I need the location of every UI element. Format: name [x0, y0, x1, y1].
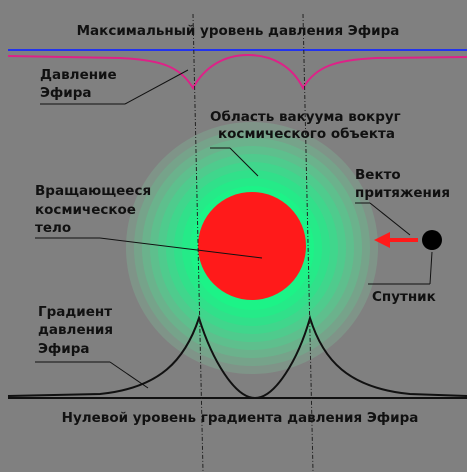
- body-label: тело: [35, 220, 71, 236]
- zero-level-label: Нулевой уровень градиента давления Эфира: [62, 410, 419, 426]
- vacuum-label: Область вакуума вокруг: [210, 109, 401, 125]
- attraction-arrowhead: [374, 232, 390, 248]
- leader-lines: [35, 69, 433, 389]
- top-level-label: Максимальный уровень давления Эфира: [77, 23, 400, 39]
- gradient-label: Эфира: [38, 341, 90, 357]
- pressure-curve: [7, 53, 467, 91]
- axis-line: [192, 13, 204, 472]
- body-label: космическое: [35, 202, 136, 218]
- pressure-label: Эфира: [40, 85, 92, 101]
- vacuum-label: космического объекта: [218, 126, 395, 142]
- gradient-label: Градиент: [38, 304, 112, 320]
- satellite: [422, 230, 442, 250]
- satellite-label: Спутник: [372, 289, 436, 305]
- attraction-label: Векто: [355, 167, 401, 183]
- axis-line: [302, 13, 314, 472]
- rotating-body: [198, 192, 306, 300]
- gradient-label: давления: [38, 322, 113, 338]
- gradient-curve: [7, 314, 467, 400]
- pressure-label: Давление: [40, 67, 117, 83]
- attraction-label: притяжения: [355, 185, 450, 201]
- body-label: Вращающееся: [35, 183, 151, 199]
